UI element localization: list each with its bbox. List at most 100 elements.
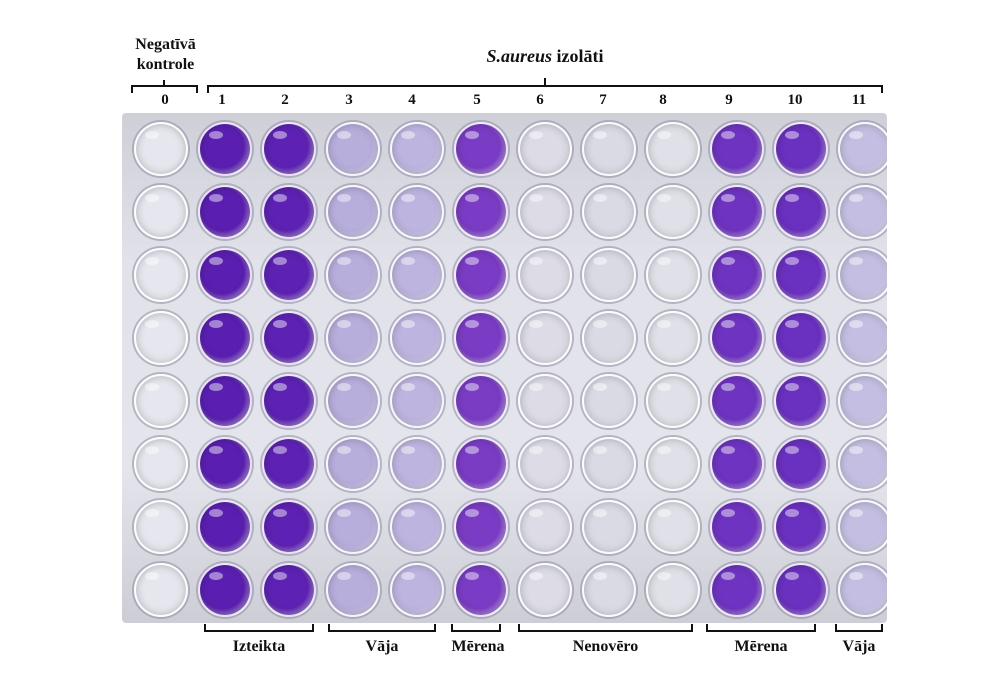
well bbox=[454, 374, 508, 428]
well bbox=[582, 374, 636, 428]
column-number: 5 bbox=[473, 92, 481, 108]
well bbox=[646, 185, 700, 239]
well bbox=[134, 500, 188, 554]
column-number: 11 bbox=[851, 92, 867, 108]
well bbox=[710, 500, 764, 554]
column-number: 1 bbox=[218, 92, 226, 108]
well bbox=[262, 185, 316, 239]
isolates-word: izolāti bbox=[556, 46, 604, 66]
well bbox=[774, 122, 828, 176]
well bbox=[390, 500, 444, 554]
well bbox=[326, 122, 380, 176]
well bbox=[774, 563, 828, 617]
well bbox=[518, 374, 572, 428]
well bbox=[774, 185, 828, 239]
bracket-merena-2 bbox=[706, 624, 816, 632]
well bbox=[262, 500, 316, 554]
isolates-title: S.aureus izolāti bbox=[420, 46, 670, 67]
well bbox=[518, 248, 572, 302]
well bbox=[390, 248, 444, 302]
well bbox=[134, 185, 188, 239]
well bbox=[646, 374, 700, 428]
well bbox=[838, 248, 887, 302]
column-number: 9 bbox=[725, 92, 733, 108]
well bbox=[390, 185, 444, 239]
column-number: 4 bbox=[408, 92, 416, 108]
well bbox=[198, 374, 252, 428]
well bbox=[838, 374, 887, 428]
well bbox=[390, 563, 444, 617]
well bbox=[262, 563, 316, 617]
well bbox=[326, 437, 380, 491]
column-number: 2 bbox=[281, 92, 289, 108]
group-label-nenovero: Nenovēro bbox=[572, 638, 639, 655]
well bbox=[390, 374, 444, 428]
well bbox=[326, 311, 380, 365]
bracket-vaja-1 bbox=[328, 624, 436, 632]
well bbox=[198, 185, 252, 239]
well bbox=[390, 311, 444, 365]
well bbox=[134, 563, 188, 617]
column-number: 7 bbox=[599, 92, 607, 108]
well bbox=[454, 563, 508, 617]
column-number: 0 bbox=[161, 92, 169, 108]
well bbox=[198, 437, 252, 491]
column-number: 6 bbox=[536, 92, 544, 108]
neg-control-bracket bbox=[131, 80, 198, 93]
microplate-photo bbox=[122, 113, 887, 623]
well bbox=[582, 311, 636, 365]
group-label-vaja: Vāja bbox=[842, 638, 876, 655]
bracket-merena-1 bbox=[451, 624, 501, 632]
well bbox=[582, 248, 636, 302]
well bbox=[710, 437, 764, 491]
well bbox=[518, 563, 572, 617]
well bbox=[710, 563, 764, 617]
well bbox=[838, 185, 887, 239]
well bbox=[582, 500, 636, 554]
well bbox=[454, 311, 508, 365]
column-number: 8 bbox=[659, 92, 667, 108]
well bbox=[198, 500, 252, 554]
well bbox=[838, 311, 887, 365]
well bbox=[710, 122, 764, 176]
well bbox=[774, 374, 828, 428]
well bbox=[454, 248, 508, 302]
well bbox=[518, 122, 572, 176]
well bbox=[262, 122, 316, 176]
well bbox=[774, 437, 828, 491]
species-name: S.aureus bbox=[486, 46, 553, 66]
well bbox=[838, 563, 887, 617]
well bbox=[326, 500, 380, 554]
column-number: 3 bbox=[345, 92, 353, 108]
well bbox=[198, 563, 252, 617]
well bbox=[646, 122, 700, 176]
well bbox=[262, 374, 316, 428]
well bbox=[838, 122, 887, 176]
well bbox=[518, 437, 572, 491]
well bbox=[454, 122, 508, 176]
well bbox=[134, 437, 188, 491]
well bbox=[838, 437, 887, 491]
column-number: 10 bbox=[787, 92, 803, 108]
well bbox=[646, 500, 700, 554]
well bbox=[646, 311, 700, 365]
well bbox=[518, 311, 572, 365]
bracket-vaja-2 bbox=[835, 624, 883, 632]
bracket-izteikta bbox=[204, 624, 314, 632]
well bbox=[134, 122, 188, 176]
well bbox=[326, 374, 380, 428]
well bbox=[262, 311, 316, 365]
well bbox=[198, 122, 252, 176]
well bbox=[326, 185, 380, 239]
well bbox=[710, 248, 764, 302]
well bbox=[262, 248, 316, 302]
well bbox=[710, 374, 764, 428]
well bbox=[134, 311, 188, 365]
group-label-merena: Mērena bbox=[734, 638, 788, 655]
bracket-nenovero bbox=[518, 624, 693, 632]
well bbox=[774, 500, 828, 554]
group-label-vaja: Vāja bbox=[365, 638, 399, 655]
well bbox=[582, 122, 636, 176]
well bbox=[134, 374, 188, 428]
well bbox=[326, 563, 380, 617]
